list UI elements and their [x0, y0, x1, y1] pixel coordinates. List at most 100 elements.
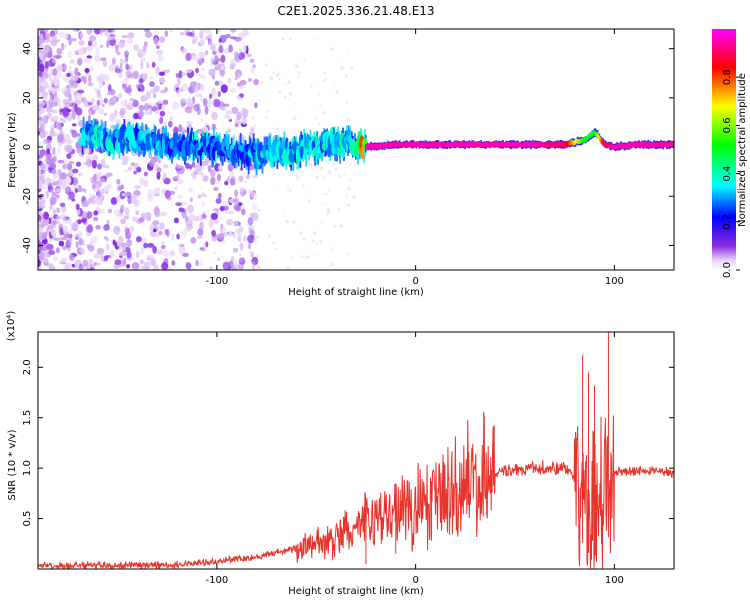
spectrogram-noise-blob: [94, 47, 101, 55]
spectrogram-noise-blob: [252, 261, 256, 270]
spectrogram-noise-blob: [225, 110, 233, 115]
spectrogram-noise-dot: [349, 163, 352, 166]
spectrogram-noise-blob: [62, 163, 67, 170]
spectrogram-noise-blob: [197, 171, 204, 175]
spectrogram-noise-blob: [211, 111, 218, 121]
spectrogram-noise-blob: [210, 58, 216, 63]
spectrogram-noise-blob: [164, 30, 168, 38]
spectrogram-noise-blob: [95, 225, 101, 230]
spectrogram-noise-dot: [303, 59, 306, 62]
spectrogram-noise-blob: [161, 240, 165, 245]
spectrogram-noise-blob: [60, 180, 68, 190]
spectrogram-noise-blob: [126, 37, 133, 44]
spectrogram-noise-blob: [52, 56, 57, 64]
spectrogram-noise-dot: [351, 129, 355, 132]
spectrogram-noise-blob: [89, 35, 96, 42]
spectrogram-noise-dot: [261, 81, 264, 85]
spectrogram-noise-blob: [149, 81, 155, 87]
spectrogram-noise-blob: [48, 89, 52, 94]
spectrogram-noise-blob: [78, 40, 85, 46]
spectrogram-noise-blob: [193, 35, 198, 43]
spectrogram-noise-blob: [149, 109, 153, 115]
spectrogram-noise-blob: [156, 49, 164, 55]
spectrogram-noise-blob: [45, 46, 50, 54]
spectrogram-noise-blob: [78, 148, 85, 157]
spectrogram-noise-blob: [39, 149, 47, 156]
spectrogram-noise-dot: [244, 180, 248, 184]
spectrogram-noise-dot: [317, 92, 320, 96]
spectrogram-noise-blob: [205, 50, 209, 56]
spectrogram-noise-blob: [84, 58, 92, 64]
spectrogram-noise-blob: [88, 40, 93, 47]
spectrogram-noise-blob: [81, 96, 84, 103]
spectrogram-noise-blob: [232, 247, 239, 253]
spectrogram-noise-blob: [100, 188, 105, 195]
snr-peaks: [365, 332, 609, 564]
spectrogram-noise-blob: [250, 127, 255, 132]
spectrogram-noise-blob: [121, 35, 128, 39]
spectrogram-noise-blob: [146, 189, 155, 198]
spectrogram-noise-blob: [124, 207, 130, 215]
spectrogram-noise-blob: [159, 110, 166, 117]
spectrogram-noise-dot: [290, 256, 294, 259]
spectrogram-noise-dot: [286, 185, 289, 188]
spectrogram-noise-blob: [220, 65, 225, 71]
spectrogram-noise-blob: [251, 203, 258, 211]
spectrogram-noise-dot: [292, 116, 297, 121]
spectrogram-noise-dot: [333, 224, 337, 228]
spectrogram-noise-dot: [325, 77, 328, 80]
spectrogram-noise-dot: [308, 199, 311, 203]
spectrogram-noise-blob: [139, 259, 144, 265]
spectrogram-x-tick-label: 0: [412, 276, 418, 287]
spectrogram-noise-dot: [204, 76, 207, 79]
spectrogram-noise-blob: [127, 84, 132, 91]
spectrogram-noise-dot: [284, 83, 287, 86]
spectrogram-noise-dot: [197, 217, 200, 221]
spectrogram-noise-dot: [267, 234, 272, 238]
spectrogram-noise-blob: [64, 134, 71, 142]
spectrogram-noise-dot: [344, 74, 348, 78]
spectrogram-noise-dot: [222, 239, 226, 244]
spectrogram-noise-blob: [103, 97, 108, 104]
spectrogram-noise-blob: [139, 177, 145, 186]
spectrogram-noise-blob: [132, 70, 140, 80]
spectrogram-noise-dot: [233, 30, 236, 33]
spectrogram-noise-blob: [178, 124, 183, 133]
spectrogram-noise-blob: [96, 99, 101, 107]
spectrogram-noise-blob: [185, 262, 192, 270]
spectrogram-noise-dot: [247, 189, 251, 193]
spectrogram-noise-blob: [177, 77, 181, 86]
spectrogram-noise-dot: [326, 214, 328, 217]
spectrogram-noise-dot: [330, 247, 333, 250]
spectrogram-noise-blob: [99, 98, 104, 106]
spectrogram-noise-blob: [41, 183, 48, 189]
spectrogram-noise-dot: [200, 193, 204, 197]
spectrogram-noise-blob: [124, 224, 128, 234]
spectrogram-noise-blob: [56, 215, 61, 220]
spectrogram-noise-blob: [152, 245, 157, 254]
spectrogram-noise-dot: [289, 37, 292, 41]
spectrogram-noise-blob: [208, 93, 213, 99]
spectrogram-noise-blob: [68, 161, 75, 165]
spectrogram-noise-dot: [299, 231, 303, 236]
spectrogram-noise-dot: [201, 74, 203, 76]
spectrogram-noise-blob: [38, 38, 43, 45]
spectrogram-noise-dot: [335, 229, 338, 232]
spectrogram-noise-blob: [97, 180, 101, 188]
spectrogram-noise-blob: [91, 183, 96, 189]
spectrogram-noise-blob: [113, 109, 118, 118]
spectrogram-noise-blob: [144, 29, 150, 33]
spectrogram-noise-blob: [45, 190, 49, 199]
snr-x-axis-label: Height of straight line (km): [288, 586, 424, 597]
spectrogram-noise-blob: [51, 68, 58, 76]
spectrogram-noise-blob: [175, 73, 180, 78]
spectrogram-noise-blob: [52, 115, 59, 121]
spectrogram-noise-dot: [333, 167, 338, 171]
spectrogram-noise-blob: [51, 191, 57, 195]
spectrogram-noise-blob: [157, 99, 164, 104]
spectrogram-noise-blob: [114, 259, 122, 266]
spectrogram-noise-blob: [143, 261, 152, 267]
spectrogram-noise-blob: [115, 44, 119, 54]
spectrogram-noise-blob: [42, 258, 49, 263]
spectrogram-noise-blob: [214, 218, 220, 225]
